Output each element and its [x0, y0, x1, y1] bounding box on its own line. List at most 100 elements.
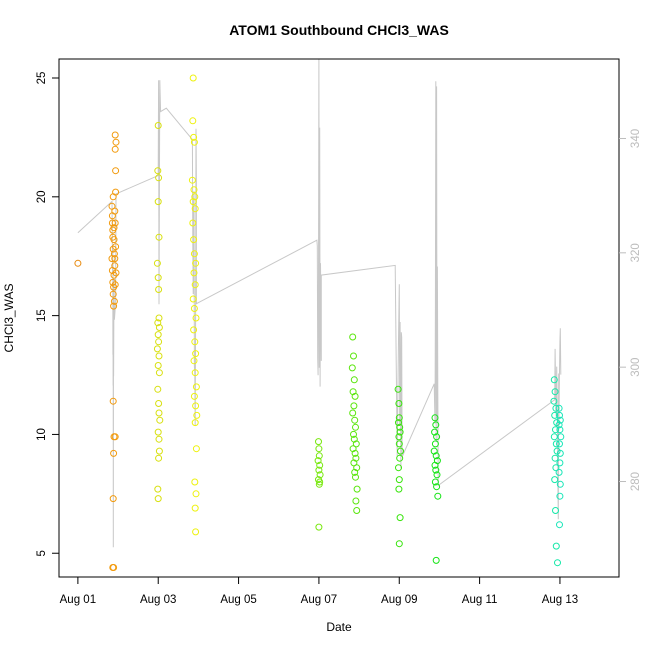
data-point — [351, 416, 359, 424]
data-point — [395, 419, 402, 427]
data-point — [556, 449, 564, 457]
data-point — [431, 440, 439, 448]
data-point — [191, 205, 199, 213]
data-point — [394, 385, 402, 393]
data-point — [156, 416, 164, 424]
data-point — [350, 402, 358, 410]
y-axis-label: CHCl3_WAS — [2, 284, 16, 353]
x-axis: Aug 01 Aug 03 Aug 05 Aug 07 Aug 09 Aug 11 Aug … — [60, 577, 578, 606]
data-point — [190, 326, 198, 334]
data-point — [556, 411, 563, 419]
data-point — [352, 497, 360, 505]
data-point — [192, 528, 200, 536]
data-point — [353, 464, 361, 472]
data-point — [189, 117, 197, 125]
data-point — [349, 409, 357, 417]
data-point — [111, 145, 119, 153]
data-point — [111, 262, 119, 270]
y-tick-label: 10 — [36, 428, 48, 441]
data-point — [316, 461, 324, 469]
data-point — [155, 314, 163, 322]
data-point — [110, 564, 118, 571]
secondary-y-tick-label: 320 — [630, 243, 642, 262]
data-point — [556, 480, 564, 488]
data-point — [350, 376, 358, 384]
data-point — [190, 305, 198, 312]
series-5 — [348, 333, 361, 514]
data-point — [188, 176, 196, 184]
data-point — [191, 478, 199, 486]
data-point — [190, 250, 198, 258]
data-point — [111, 433, 119, 441]
data-point — [552, 440, 560, 448]
data-point — [109, 495, 117, 503]
data-point — [189, 295, 197, 303]
x-tick-label: Aug 11 — [462, 594, 498, 606]
data-point — [352, 423, 359, 431]
data-point — [351, 468, 359, 476]
data-point — [555, 468, 563, 476]
data-point — [155, 435, 163, 443]
data-point — [315, 523, 323, 531]
data-point — [155, 233, 163, 241]
data-point — [155, 454, 163, 462]
data-point — [154, 362, 162, 369]
data-point — [189, 74, 197, 82]
data-point — [110, 302, 118, 310]
data-point — [112, 269, 120, 277]
data-point — [190, 269, 198, 277]
x-axis-label: Date — [326, 620, 352, 634]
data-point — [395, 414, 403, 422]
data-point — [191, 193, 199, 201]
data-point — [550, 397, 558, 405]
data-point — [190, 236, 198, 244]
y-axis: 5 10 15 20 25 — [36, 72, 59, 556]
data-point — [315, 445, 323, 453]
secondary-series-line — [77, 58, 562, 548]
data-point — [112, 243, 120, 251]
secondary-y-tick-label: 300 — [630, 358, 642, 377]
data-point — [111, 255, 119, 263]
data-point — [433, 471, 441, 479]
data-point — [397, 447, 404, 455]
data-point — [192, 383, 200, 391]
data-point — [111, 207, 119, 215]
y-tick-label: 5 — [36, 550, 48, 556]
data-point — [550, 376, 558, 384]
secondary-y-axis: 280 300 320 340 — [619, 129, 642, 491]
y-tick-label: 20 — [36, 190, 48, 203]
data-point — [155, 400, 163, 407]
data-point — [396, 423, 404, 431]
x-tick-label: Aug 05 — [220, 594, 256, 606]
data-point — [190, 392, 198, 400]
data-point — [155, 447, 163, 455]
data-point — [556, 459, 564, 467]
data-point — [552, 426, 559, 434]
data-point — [110, 449, 118, 457]
data-point — [189, 219, 197, 227]
data-point — [350, 435, 358, 443]
series-2 — [153, 122, 164, 503]
data-point — [315, 466, 323, 474]
data-point — [74, 259, 82, 267]
data-point — [431, 414, 439, 422]
data-point — [556, 426, 564, 434]
x-tick-label: Aug 13 — [542, 594, 578, 606]
data-point — [191, 281, 199, 289]
data-point — [155, 286, 163, 293]
data-point — [154, 167, 162, 175]
data-point — [111, 131, 119, 139]
data-point — [316, 471, 324, 479]
data-point — [191, 504, 199, 512]
data-point — [396, 428, 404, 436]
secondary-y-tick-label: 280 — [630, 472, 642, 491]
series-7 — [430, 414, 442, 564]
data-point — [109, 397, 117, 405]
data-point — [112, 188, 120, 196]
data-point — [154, 198, 162, 206]
data-point — [551, 454, 559, 462]
data-point — [555, 404, 563, 412]
data-point — [154, 485, 162, 493]
data-point — [396, 454, 404, 462]
